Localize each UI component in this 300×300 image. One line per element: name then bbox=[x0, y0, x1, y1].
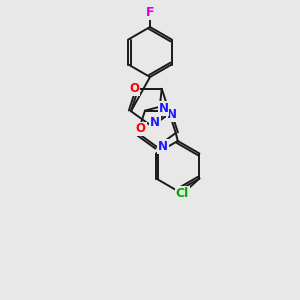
Text: N: N bbox=[158, 140, 168, 153]
Text: F: F bbox=[146, 5, 154, 19]
Text: N: N bbox=[150, 116, 160, 130]
Text: O: O bbox=[129, 82, 139, 95]
Text: O: O bbox=[136, 122, 146, 136]
Text: Cl: Cl bbox=[176, 187, 189, 200]
Text: N: N bbox=[158, 102, 169, 115]
Text: N: N bbox=[167, 108, 177, 121]
